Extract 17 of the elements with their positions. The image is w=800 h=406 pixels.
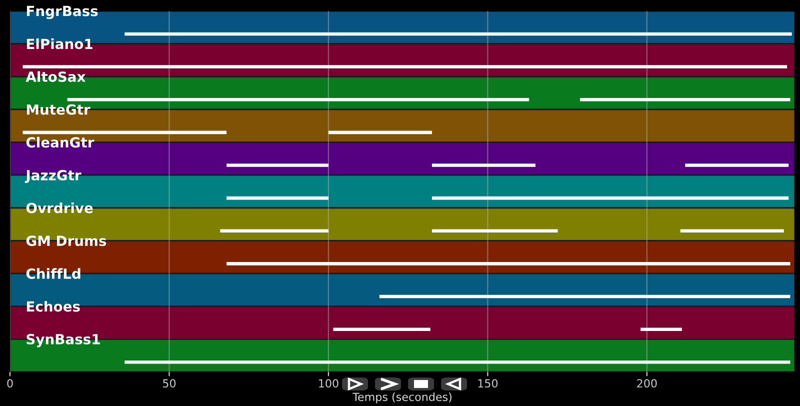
x-tick-label: 0: [7, 379, 13, 388]
y-tick-label: AltoSax: [26, 71, 86, 82]
y-tick-label: MuteGtr: [26, 104, 90, 115]
x-axis-title: Temps (secondes): [352, 392, 452, 404]
y-tick-label: Echoes: [26, 300, 80, 312]
y-tick-label: JazzGtr: [24, 170, 82, 184]
y-tick-label: GM Drums: [26, 236, 106, 246]
y-tick-label: ElPiano1: [26, 38, 92, 50]
x-tick-label: 50: [163, 379, 176, 388]
y-tick-label: CleanGtr: [26, 136, 94, 148]
x-tick-label: 200: [637, 379, 657, 388]
y-tick-label: SynBass1: [26, 334, 100, 348]
x-tick-label: 100: [319, 379, 338, 388]
y-tick-label: Ovrdrive: [26, 202, 93, 214]
y-tick-label: ChiffLd: [26, 268, 80, 279]
y-tick-label: FngrBass: [26, 6, 98, 20]
x-tick-label: 150: [478, 379, 498, 388]
